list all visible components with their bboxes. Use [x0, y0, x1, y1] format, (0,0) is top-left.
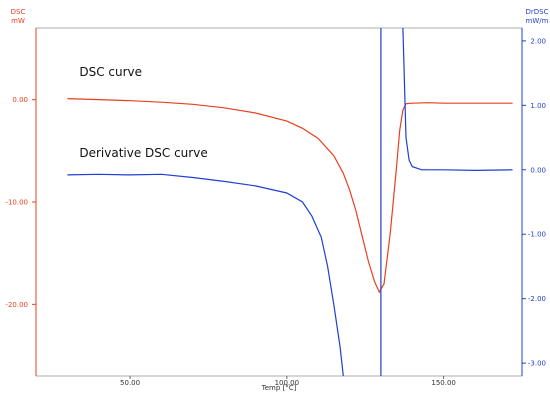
y-right-tick-label: -3.00	[528, 360, 546, 368]
y-left-unit: mW	[11, 17, 25, 25]
series-dsc-line	[67, 98, 513, 294]
y-left-tick-label: 0.00	[12, 96, 28, 104]
y-left-label: DSC	[11, 8, 26, 16]
y-right-tick-label: 1.00	[530, 102, 546, 110]
y-right-tick-label: 2.00	[530, 37, 546, 45]
y-right-tick-label: -1.00	[528, 231, 546, 239]
y-right-label: DrDSC	[526, 8, 549, 16]
y-left-ticks: 0.00 -10.00 -20.00	[5, 96, 36, 309]
y-left-tick-label: -10.00	[5, 199, 28, 207]
x-tick-label: 50.00	[120, 379, 140, 387]
series-derivative-line	[67, 28, 513, 376]
y-right-tick-label: 0.00	[530, 166, 546, 174]
y-right-unit: mW/m	[526, 17, 549, 25]
annotation-derivative-curve: Derivative DSC curve	[79, 146, 207, 160]
plot-frame	[35, 27, 523, 377]
y-right-ticks: 2.00 1.00 0.00 -1.00 -2.00 -3.00	[522, 37, 546, 368]
x-tick-label: 100.00	[275, 379, 300, 387]
x-ticks: 50.00 100.00 150.00	[120, 376, 456, 387]
y-right-tick-label: -2.00	[528, 295, 546, 303]
x-tick-label: 150.00	[431, 379, 456, 387]
annotation-dsc-curve: DSC curve	[79, 65, 142, 79]
x-axis-label: Temp [°C]	[261, 384, 297, 392]
y-left-tick-label: -20.00	[5, 301, 28, 309]
